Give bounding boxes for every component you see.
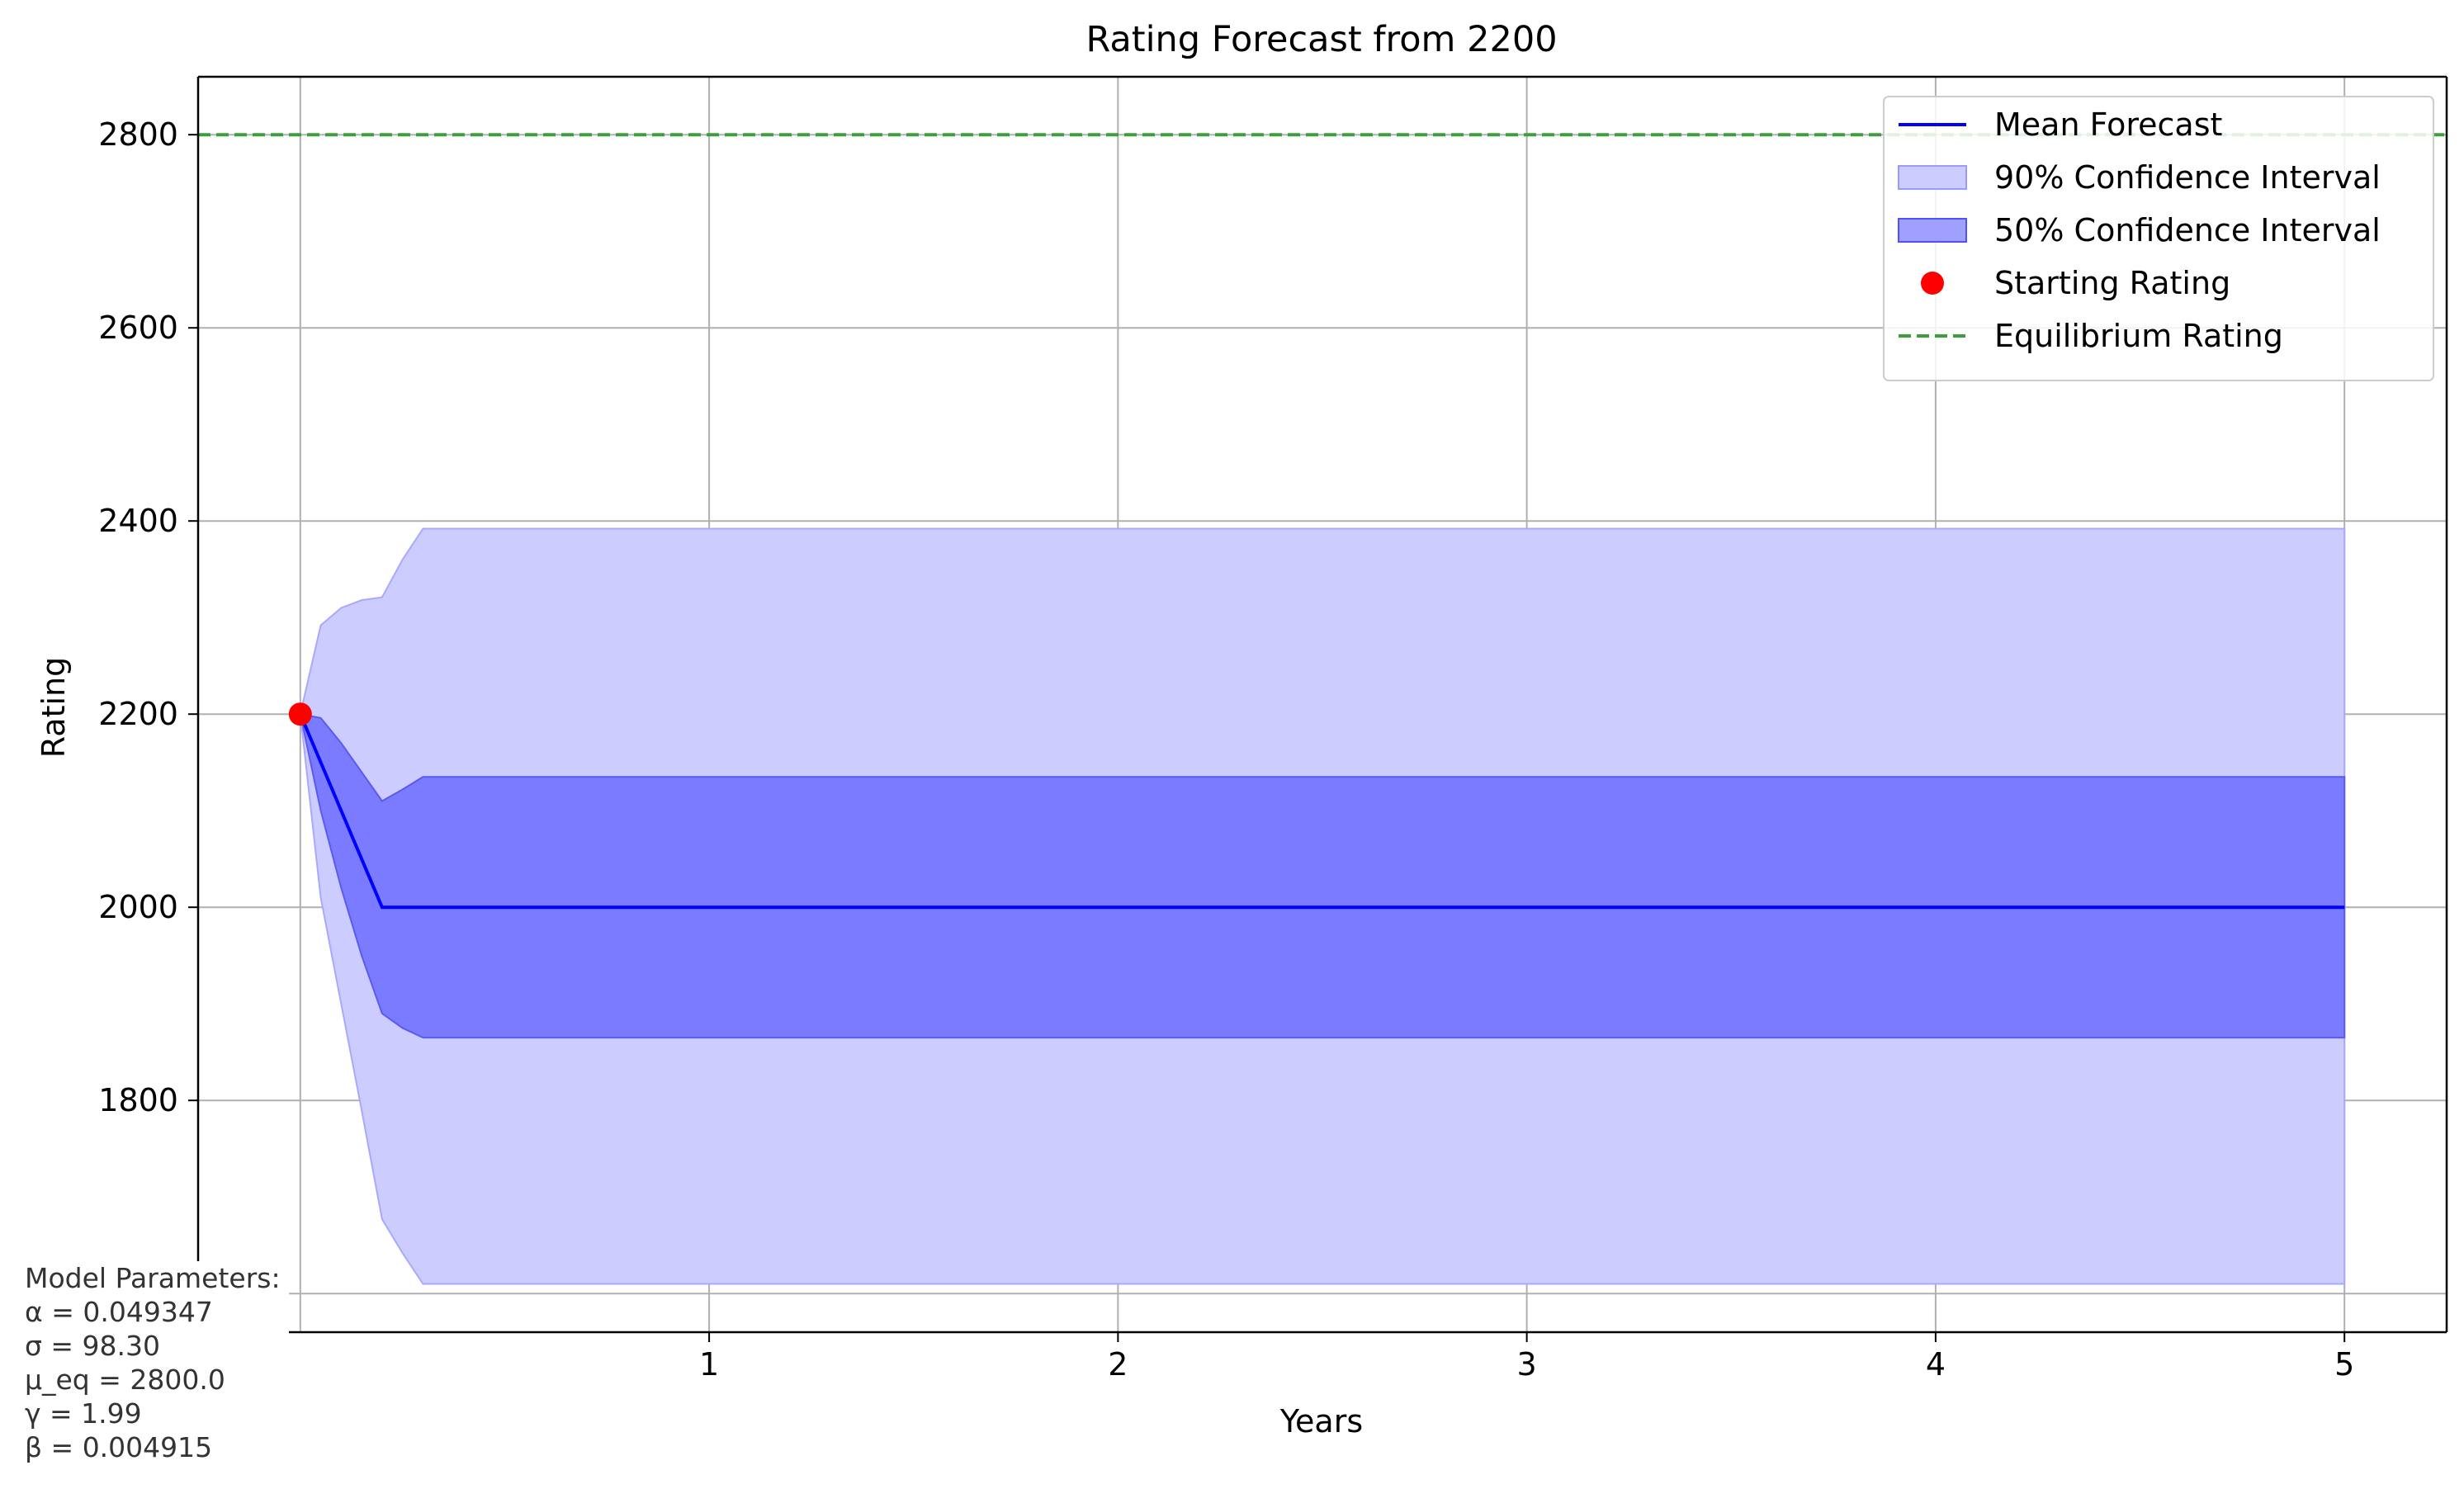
chart-title: Rating Forecast from 2200: [1085, 19, 1557, 60]
x-tick-label: 2: [1108, 1346, 1128, 1383]
x-tick-label: 3: [1517, 1346, 1537, 1383]
y-tick-label: 2200: [98, 696, 178, 732]
x-tick-label: 1: [699, 1346, 719, 1383]
x-tick-label: 4: [1926, 1346, 1946, 1383]
parameter-sigma: σ = 98.30: [25, 1330, 161, 1362]
y-tick-label: 2600: [98, 310, 178, 346]
legend-entry-label: Equilibrium Rating: [1994, 318, 2283, 354]
x-tick-label: 5: [2334, 1346, 2354, 1383]
legend-swatch-patch: [1898, 165, 1967, 190]
starting-rating-point: [288, 702, 312, 726]
legend-entry-label: 90% Confidence Interval: [1994, 159, 2381, 196]
legend-swatch-dot: [1921, 272, 1944, 295]
legend-entry-label: 50% Confidence Interval: [1994, 212, 2381, 248]
legend-entry-label: Starting Rating: [1994, 265, 2230, 301]
y-axis-label: Rating: [35, 657, 72, 759]
legend-entry-label: Mean Forecast: [1994, 106, 2222, 143]
y-tick-label: 2400: [98, 503, 178, 539]
x-axis-label: Years: [1279, 1403, 1363, 1439]
legend-swatch-patch: [1898, 218, 1967, 243]
legend-frame: [1883, 96, 2434, 381]
chart-legend: Mean Forecast 90% Confidence Interval 50% …: [1883, 96, 2434, 381]
y-tick-label: 2000: [98, 889, 178, 925]
model-parameters-box: Model Parameters: α = 0.049347 σ = 98.30…: [25, 1261, 289, 1464]
y-tick-label: 1800: [98, 1082, 178, 1118]
parameter-beta: β = 0.004915: [25, 1431, 213, 1463]
parameters-heading: Model Parameters:: [25, 1262, 281, 1294]
y-tick-label: 2800: [98, 116, 178, 153]
parameter-gamma: γ = 1.99: [25, 1397, 142, 1430]
mean-forecast-line: [298, 713, 2345, 910]
parameter-mu-eq: μ_eq = 2800.0: [25, 1364, 225, 1396]
parameter-alpha: α = 0.049347: [25, 1296, 213, 1328]
